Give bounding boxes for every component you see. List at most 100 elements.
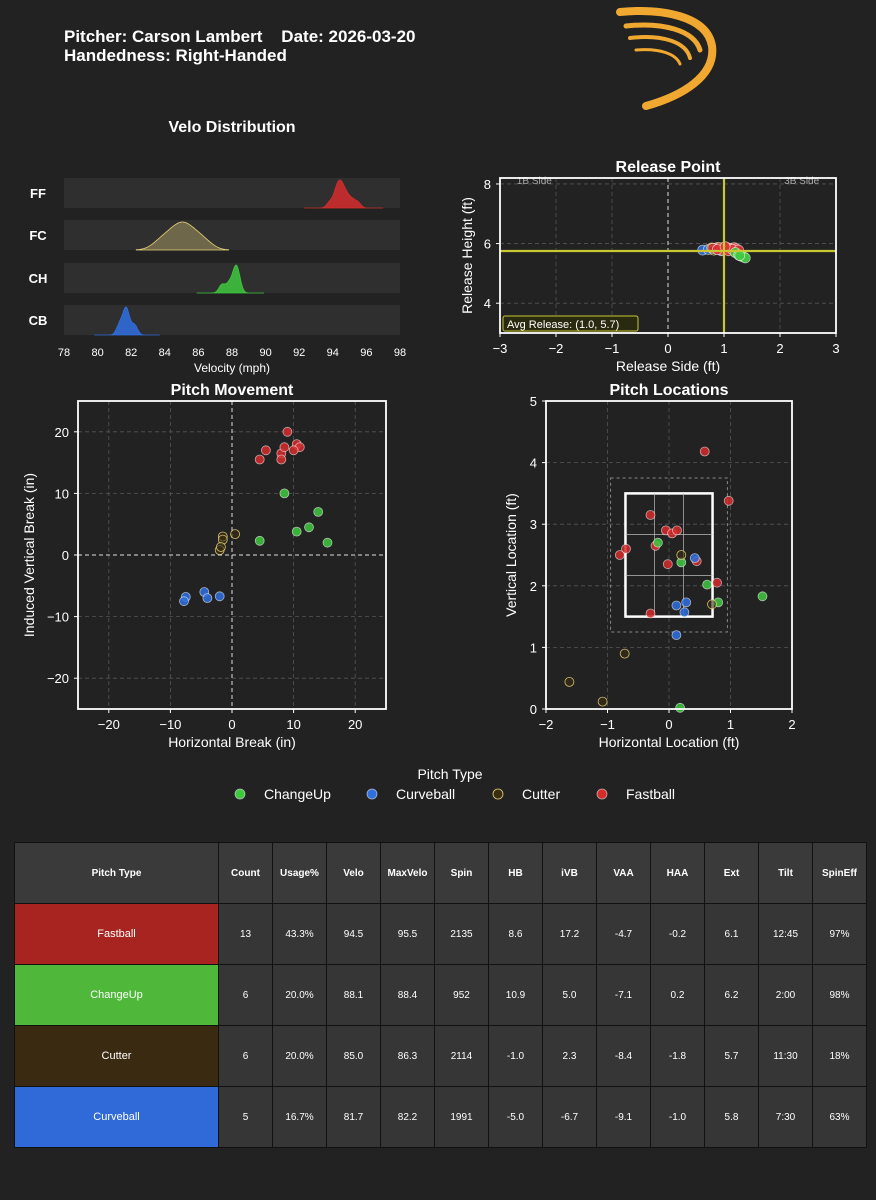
cell-haa: -0.2 <box>650 903 705 965</box>
cell-pitch-type: Fastball <box>14 903 219 965</box>
movement-ytick--10: −10 <box>47 610 69 625</box>
pitcher-name: Pitcher: Carson Lambert <box>64 27 263 46</box>
velo-xtick-90: 90 <box>259 347 271 359</box>
release-avg-box <box>502 315 639 332</box>
location-ytick-0: 0 <box>530 702 537 717</box>
location-point-cutter <box>676 550 687 560</box>
location-ytick-5: 5 <box>530 394 537 409</box>
table-row: Curveball 5 16.7% 81.7 82.2 1991 -5.0 -6.7 -9.1-… <box>14 1086 867 1148</box>
location-point-curveball <box>679 607 690 618</box>
cell-maxvelo: 88.4 <box>380 964 435 1026</box>
location-point-curveball <box>681 597 692 608</box>
movement-point-fastball <box>276 454 287 465</box>
location-xlabel: Horizontal Location (ft) <box>599 734 740 750</box>
location-point-curveball <box>671 630 682 640</box>
release-xlabel: Release Side (ft) <box>616 358 720 374</box>
movement-ytick--20: −20 <box>47 671 69 686</box>
cell-tilt: 11:30 <box>758 1025 813 1087</box>
cell-vaa: -9.1 <box>596 1086 651 1148</box>
col-header-vaa: VAA <box>596 842 651 904</box>
release-xtick--1: −1 <box>605 341 620 356</box>
movement-point-curveball <box>202 593 213 603</box>
col-header-maxvelo: MaxVelo <box>380 842 435 904</box>
location-xtick-2: 2 <box>788 717 795 732</box>
velo-density-ff <box>304 179 384 209</box>
velo-row-label-cb: CB <box>29 313 48 328</box>
report-date: Date: 2026-03-20 <box>281 27 416 46</box>
cell-count: 5 <box>218 1086 273 1148</box>
movement-point-changeup <box>254 535 265 546</box>
cell-vaa: -8.4 <box>596 1025 651 1087</box>
legend-marker-curveball <box>366 788 378 800</box>
table-row: Fastball 13 43.3% 94.5 95.5 2135 8.6 17.2 -4.7 -0… <box>14 903 867 965</box>
location-strike-zone <box>624 492 714 618</box>
cell-usage-: 16.7% <box>272 1086 327 1148</box>
cell-tilt: 12:45 <box>758 903 813 965</box>
cell-usage-: 43.3% <box>272 903 327 965</box>
release-ytick-4: 4 <box>484 296 491 311</box>
movement-xtick-20: 20 <box>348 717 362 732</box>
movement-point-curveball <box>214 591 225 602</box>
cell-usage-: 20.0% <box>272 1025 327 1087</box>
location-point-fastball <box>662 559 673 570</box>
movement-title: Pitch Movement <box>171 382 294 399</box>
velo-row-label-fc: FC <box>29 228 47 243</box>
location-point-cutter <box>564 677 575 687</box>
movement-ytick-10: 10 <box>55 486 69 501</box>
location-point-fastball <box>723 495 734 506</box>
cell-hb: 8.6 <box>488 903 543 965</box>
col-header-spineff: SpinEff <box>812 842 867 904</box>
col-header-count: Count <box>218 842 273 904</box>
pitch-type-legend: Pitch Type ChangeUp Curveball Cutter Fastbal… <box>234 766 675 802</box>
brand-logo <box>616 7 717 110</box>
movement-point-fastball <box>288 445 299 456</box>
release-ylabel: Release Height (ft) <box>459 197 475 314</box>
location-ytick-4: 4 <box>530 456 537 471</box>
cell-haa: -1.8 <box>650 1025 705 1087</box>
legend-title: Pitch Type <box>417 766 482 782</box>
pitch-locations-chart: −2 −1 0 1 2 0 1 2 3 4 5 Pitch Locations Horizontal L… <box>503 382 796 750</box>
release-xtick--2: −2 <box>549 341 564 356</box>
cell-maxvelo: 82.2 <box>380 1086 435 1148</box>
velo-xtick-78: 78 <box>58 347 70 359</box>
movement-point-fastball <box>279 442 290 453</box>
location-point-changeup <box>757 591 768 602</box>
location-point-cutter <box>707 599 717 610</box>
cell-ext: 6.2 <box>704 964 759 1026</box>
pitch-movement-chart: −20 −10 0 10 20 −20 −10 0 10 20 Pitch Movement Hori… <box>21 382 387 750</box>
col-header-ext: Ext <box>704 842 759 904</box>
cell-velo: 94.5 <box>326 903 381 965</box>
release-point-chart: 1B Side 3B Side Avg Release: (1.0, 5.7) −3 −… <box>459 159 840 374</box>
location-point-fastball <box>621 543 631 554</box>
movement-xtick-0: 0 <box>228 717 235 732</box>
cell-pitch-type: ChangeUp <box>14 964 219 1026</box>
release-avg-label: Avg Release: (1.0, 5.7) <box>507 319 619 331</box>
location-xtick-1: 1 <box>727 717 734 732</box>
release-side-label-1b: 1B Side <box>517 176 552 187</box>
cell-haa: -1.0 <box>650 1086 705 1148</box>
cell-ivb: -6.7 <box>542 1086 597 1148</box>
col-header-haa: HAA <box>650 842 705 904</box>
cell-spin: 1991 <box>434 1086 489 1148</box>
cell-vaa: -4.7 <box>596 903 651 965</box>
cell-hb: -1.0 <box>488 1025 543 1087</box>
velo-density-fc <box>135 221 230 251</box>
location-xtick-0: 0 <box>665 717 672 732</box>
location-shadow-zone <box>610 477 728 633</box>
location-point-changeup <box>675 702 685 713</box>
cell-count: 6 <box>218 1025 273 1087</box>
movement-xtick--20: −20 <box>98 717 120 732</box>
cell-hb: -5.0 <box>488 1086 543 1148</box>
movement-point-fastball <box>282 426 293 437</box>
location-point-curveball <box>671 600 682 611</box>
cell-ivb: 2.3 <box>542 1025 597 1087</box>
col-header-hb: HB <box>488 842 543 904</box>
velo-xtick-92: 92 <box>293 347 305 359</box>
legend-label-changeup: ChangeUp <box>264 786 331 802</box>
cell-maxvelo: 86.3 <box>380 1025 435 1087</box>
table-header-row: Pitch Type Count Usage% Velo MaxVelo Spin HB iV… <box>14 842 867 904</box>
velo-density-cb <box>94 306 160 336</box>
movement-point-changeup <box>322 537 333 548</box>
release-xtick--3: −3 <box>493 341 508 356</box>
